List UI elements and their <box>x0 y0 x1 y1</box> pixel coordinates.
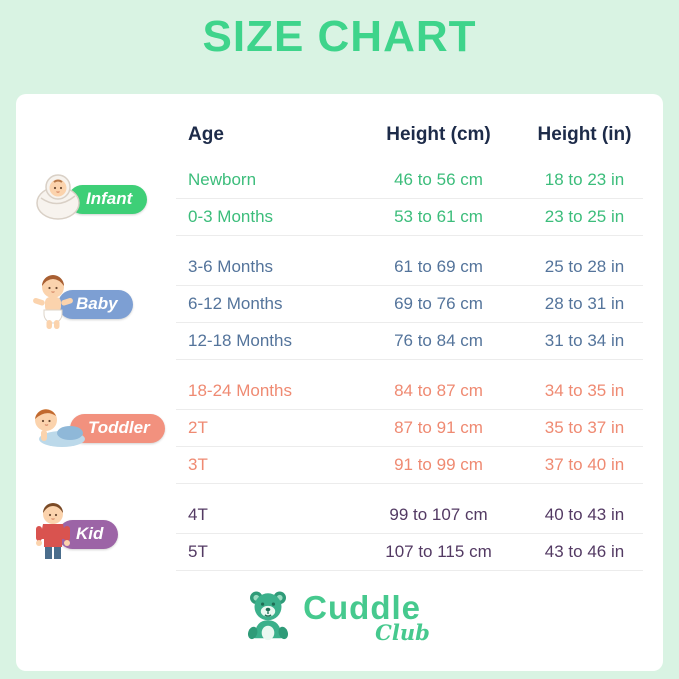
crawling-toddler-icon <box>32 403 86 454</box>
height-cm-cell: 91 to 99 cm <box>394 455 483 474</box>
group-infant: Infant Newborn 46 to 56 cm 18 to 23 in 0… <box>28 162 643 236</box>
height-cm-cell: 76 to 84 cm <box>394 331 483 350</box>
group-badge-kid: Kid <box>28 502 176 567</box>
age-cell: 12-18 Months <box>188 331 292 350</box>
teddy-bear-icon <box>241 586 295 647</box>
table-row: 12-18 Months 76 to 84 cm 31 to 34 in <box>176 323 643 360</box>
baby-in-diaper-icon <box>32 274 74 335</box>
group-label-toddler: Toddler <box>70 414 165 443</box>
group-badge-baby: Baby <box>28 274 176 335</box>
badge-column-spacer <box>28 124 176 146</box>
group-rows-baby: 3-6 Months 61 to 69 cm 25 to 28 in 6-12 … <box>176 249 643 360</box>
age-cell: 6-12 Months <box>188 294 283 313</box>
age-cell: 0-3 Months <box>188 207 274 226</box>
height-in-cell: 31 to 34 in <box>544 331 625 350</box>
height-cm-cell: 46 to 56 cm <box>394 170 483 189</box>
height-in-cell: 35 to 37 in <box>544 418 625 437</box>
height-in-cell: 25 to 28 in <box>544 257 625 276</box>
brand-name-secondary: Club <box>375 619 430 645</box>
height-in-cell: 34 to 35 in <box>544 381 625 400</box>
group-label-infant: Infant <box>68 184 148 214</box>
height-cm-cell: 84 to 87 cm <box>394 381 483 400</box>
brand-logo: Cuddle Club <box>28 586 643 659</box>
height-in-cell: 23 to 25 in <box>544 207 625 226</box>
group-kid: Kid 4T 99 to 107 cm 40 to 43 in 5T 107 t… <box>28 497 643 571</box>
group-badge-toddler: Toddler <box>28 403 176 454</box>
height-cm-cell: 61 to 69 cm <box>394 257 483 276</box>
column-header-height-in: Height (in) <box>537 124 632 145</box>
age-cell: 5T <box>188 542 208 561</box>
height-in-cell: 43 to 46 in <box>544 542 625 561</box>
height-in-cell: 28 to 31 in <box>544 294 625 313</box>
group-toddler: Toddler 18-24 Months 84 to 87 cm 34 to 3… <box>28 373 643 484</box>
height-cm-cell: 87 to 91 cm <box>394 418 483 437</box>
age-cell: Newborn <box>188 170 257 189</box>
page-title: SIZE CHART <box>202 12 477 61</box>
group-label-baby: Baby <box>58 290 133 319</box>
height-cm-cell: 69 to 76 cm <box>394 294 483 313</box>
size-chart-card: Age Height (cm) Height (in) Infant <box>16 94 663 671</box>
table-row: 5T 107 to 115 cm 43 to 46 in <box>176 534 643 571</box>
height-cm-cell: 107 to 115 cm <box>385 542 492 561</box>
brand-wordmark: Cuddle Club <box>303 591 430 643</box>
swaddled-baby-icon <box>32 172 84 227</box>
group-badge-infant: Infant <box>28 172 176 227</box>
height-cm-cell: 53 to 61 cm <box>394 207 483 226</box>
height-in-cell: 37 to 40 in <box>544 455 625 474</box>
brand-name-primary: Cuddle <box>303 588 421 626</box>
table-row: Newborn 46 to 56 cm 18 to 23 in <box>176 162 643 199</box>
age-cell: 18-24 Months <box>188 381 292 400</box>
height-in-cell: 18 to 23 in <box>544 170 625 189</box>
age-cell: 2T <box>188 418 208 437</box>
table-row: 18-24 Months 84 to 87 cm 34 to 35 in <box>176 373 643 410</box>
table-row: 4T 99 to 107 cm 40 to 43 in <box>176 497 643 534</box>
group-rows-kid: 4T 99 to 107 cm 40 to 43 in 5T 107 to 11… <box>176 497 643 571</box>
column-header-age: Age <box>188 124 224 145</box>
table-row: 2T 87 to 91 cm 35 to 37 in <box>176 410 643 447</box>
table-header-row: Age Height (cm) Height (in) <box>28 124 643 146</box>
table-row: 6-12 Months 69 to 76 cm 28 to 31 in <box>176 286 643 323</box>
age-cell: 3T <box>188 455 208 474</box>
table-row: 3-6 Months 61 to 69 cm 25 to 28 in <box>176 249 643 286</box>
column-header-height-cm: Height (cm) <box>386 124 491 145</box>
height-cm-cell: 99 to 107 cm <box>389 505 488 524</box>
table-row: 0-3 Months 53 to 61 cm 23 to 25 in <box>176 199 643 236</box>
group-rows-toddler: 18-24 Months 84 to 87 cm 34 to 35 in 2T … <box>176 373 643 484</box>
standing-kid-icon <box>32 502 74 567</box>
group-baby: Baby 3-6 Months 61 to 69 cm 25 to 28 in … <box>28 249 643 360</box>
height-in-cell: 40 to 43 in <box>544 505 625 524</box>
age-cell: 3-6 Months <box>188 257 274 276</box>
group-rows-infant: Newborn 46 to 56 cm 18 to 23 in 0-3 Mont… <box>176 162 643 236</box>
table-row: 3T 91 to 99 cm 37 to 40 in <box>176 447 643 484</box>
age-cell: 4T <box>188 505 208 524</box>
